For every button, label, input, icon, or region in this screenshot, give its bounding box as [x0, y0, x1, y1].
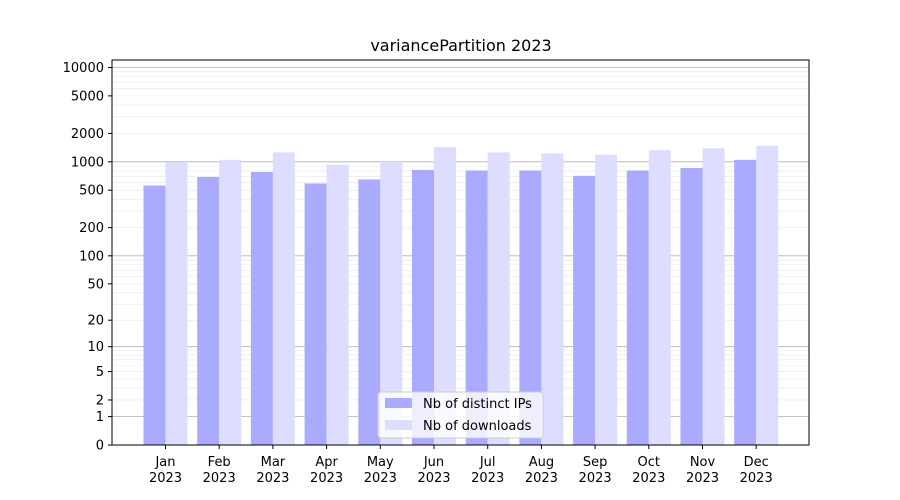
bar-downloads [434, 147, 456, 445]
bar-distinct-ips [573, 175, 596, 445]
bar-downloads [648, 150, 671, 445]
x-tick-label: 2023 [417, 471, 450, 486]
bar-distinct-ips [250, 171, 273, 445]
legend-label-downloads: Nb of downloads [423, 419, 532, 434]
y-tick-label: 2 [96, 393, 104, 408]
bar-downloads [272, 152, 295, 446]
x-tick-label: 2023 [203, 471, 236, 486]
bar-distinct-ips [412, 169, 434, 445]
bar-downloads [165, 162, 188, 445]
y-tick-label: 10000 [63, 61, 104, 76]
x-tick-label: Oct [638, 455, 660, 470]
y-axis: 0 1 2 5 10 20 50 100 200 500 1000 2000 5000 10000 [63, 61, 112, 454]
bar-distinct-ips [358, 179, 381, 445]
bar-distinct-ips [734, 159, 757, 445]
y-tick-label: 1000 [71, 155, 104, 170]
x-tick-label: Jul [479, 455, 496, 470]
x-tick-label: May [367, 455, 394, 470]
bar-downloads [380, 161, 403, 446]
x-tick-label: Jan [154, 455, 175, 470]
bar-distinct-ips [626, 170, 649, 445]
x-axis: Jan2023Feb2023Mar2023Apr2023May2023Jun20… [149, 445, 773, 486]
bars-layer [143, 145, 779, 446]
plot-frame [111, 59, 810, 446]
bar-downloads [756, 145, 779, 446]
x-tick-label: 2023 [471, 471, 504, 486]
y-tick-label: 5 [96, 365, 104, 380]
y-tick-label: 100 [79, 249, 104, 264]
y-tick-label: 500 [79, 184, 104, 199]
x-tick-label: 2023 [525, 471, 558, 486]
chart-title: variancePartition 2023 [370, 36, 551, 55]
bar-distinct-ips [680, 167, 703, 445]
y-tick-label: 20 [87, 314, 104, 329]
bar-distinct-ips [465, 170, 488, 445]
x-tick-label: Sep [583, 455, 608, 470]
x-tick-label: Nov [690, 455, 716, 470]
bar-distinct-ips [519, 170, 542, 445]
y-tick-label: 200 [79, 221, 104, 236]
x-tick-label: Mar [261, 455, 286, 470]
bar-downloads [326, 164, 349, 445]
x-tick-label: 2023 [256, 471, 289, 486]
y-tick-label: 10 [87, 340, 104, 355]
bar-downloads [219, 159, 242, 445]
x-tick-label: Aug [529, 455, 554, 470]
legend-swatch-distinct-ips [385, 398, 412, 408]
bar-distinct-ips [304, 183, 327, 445]
bar-downloads [702, 148, 725, 445]
legend-swatch-downloads [385, 420, 412, 430]
bar-downloads [541, 153, 564, 446]
legend-box [377, 391, 544, 439]
x-tick-label: 2023 [364, 471, 397, 486]
legend-label-distinct-ips: Nb of distinct IPs [423, 397, 532, 412]
x-tick-label: 2023 [740, 471, 773, 486]
bar-distinct-ips [197, 177, 220, 445]
x-tick-label: Dec [744, 455, 769, 470]
y-tick-label: 5000 [71, 89, 104, 104]
x-tick-label: 2023 [149, 471, 182, 486]
y-tick-label: 1 [96, 410, 104, 425]
x-tick-label: Feb [208, 455, 231, 470]
legend: Nb of distinct IPs Nb of downloads [377, 391, 544, 439]
x-tick-label: Jun [423, 455, 444, 470]
bar-downloads [487, 152, 510, 446]
x-tick-label: 2023 [310, 471, 343, 486]
y-tick-label: 50 [87, 277, 104, 292]
x-tick-label: 2023 [632, 471, 665, 486]
x-tick-label: 2023 [579, 471, 612, 486]
y-tick-label: 0 [96, 439, 104, 454]
bar-downloads [595, 154, 618, 445]
y-tick-label: 2000 [71, 127, 104, 142]
x-tick-label: 2023 [686, 471, 719, 486]
bar-distinct-ips [143, 185, 166, 446]
x-tick-label: Apr [315, 455, 338, 470]
